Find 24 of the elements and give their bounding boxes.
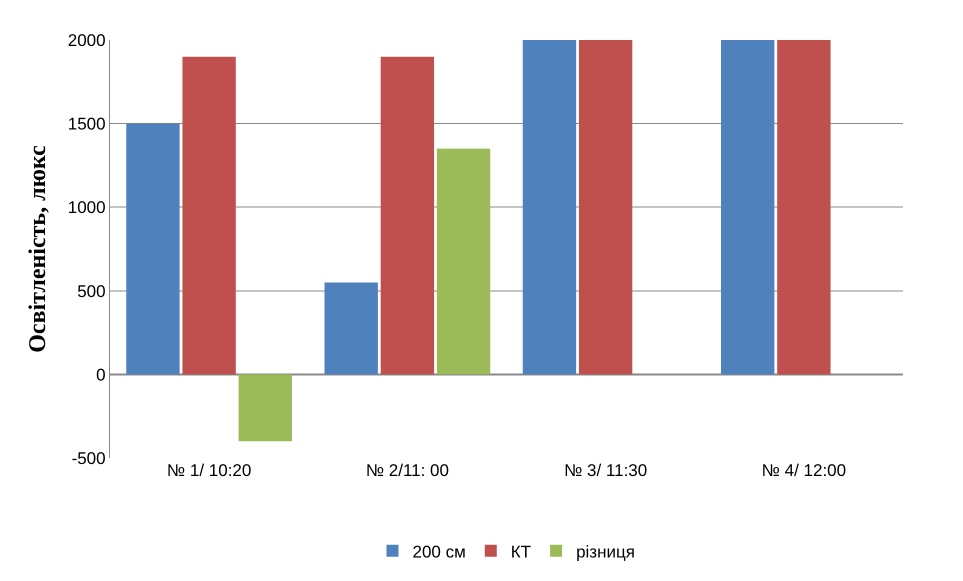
y-tick-label: -500: [72, 448, 106, 468]
legend-label: різниця: [576, 542, 635, 562]
bar: [436, 148, 490, 374]
bar: [324, 282, 378, 374]
x-tick-label: № 2/11: 00: [366, 461, 449, 480]
y-tick-label: 1500: [68, 114, 106, 134]
y-tick-label: 1000: [68, 198, 106, 218]
bar: [238, 374, 292, 442]
y-tick-label: 0: [96, 365, 106, 384]
x-tick-label: № 4/ 12:00: [762, 461, 846, 480]
bar: [578, 40, 632, 374]
bar: [522, 40, 576, 374]
bar: [182, 56, 236, 374]
bar: [380, 56, 434, 374]
y-axis-title: Освітленість, люкс: [24, 144, 51, 353]
legend-label: КТ: [510, 542, 532, 562]
x-tick-label: № 3/ 11:30: [564, 461, 648, 480]
bar: [721, 40, 774, 374]
bar: [777, 40, 831, 374]
y-tick-label: 500: [77, 282, 106, 301]
bar: [126, 124, 180, 374]
legend-label: 200 см: [412, 542, 466, 562]
y-tick-label: 2000: [68, 30, 106, 50]
x-tick-label: № 1/ 10:20: [166, 461, 252, 480]
